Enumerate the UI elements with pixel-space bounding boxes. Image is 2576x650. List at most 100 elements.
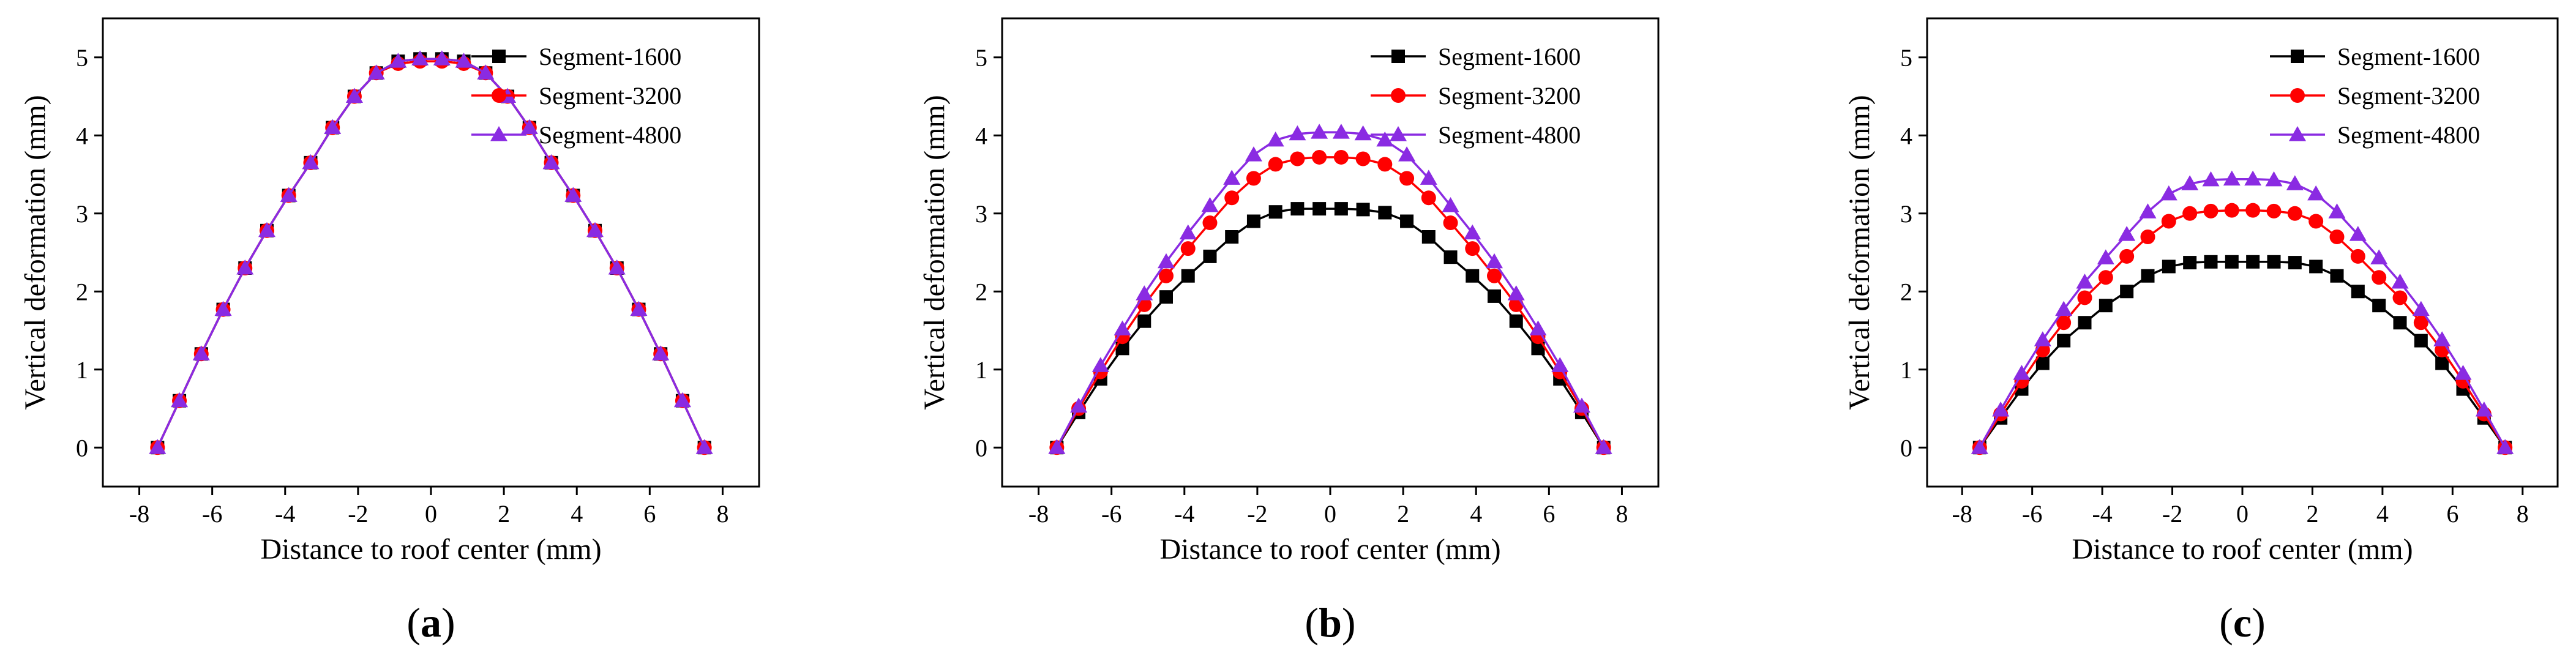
x-tick-label: -6 <box>1101 500 1121 528</box>
data-point-square <box>1290 202 1305 216</box>
y-tick-label: 1 <box>975 356 987 384</box>
data-point-triangle <box>2496 439 2514 454</box>
data-point-triangle <box>542 154 560 170</box>
data-point-triangle <box>2412 301 2430 316</box>
data-point-triangle <box>1442 197 1459 212</box>
legend-marker-circle <box>492 88 506 103</box>
y-tick-label: 0 <box>975 434 987 461</box>
series-line <box>156 58 706 449</box>
data-point-triangle <box>1595 439 1612 454</box>
x-tick-label: 8 <box>2517 500 2529 528</box>
x-tick-label: 8 <box>716 500 728 528</box>
data-point-square <box>1137 314 1151 328</box>
data-point-circle <box>1180 241 1196 256</box>
data-point-triangle <box>1267 131 1284 147</box>
legend-marker-triangle <box>1390 126 1407 141</box>
x-tick-label: -2 <box>1247 500 1267 528</box>
legend-marker-square <box>2291 50 2304 63</box>
data-point-square <box>2309 260 2323 274</box>
y-tick-label: 5 <box>1900 44 1912 72</box>
data-point-triangle <box>1332 124 1350 139</box>
data-point-circle <box>1312 149 1327 165</box>
data-point-circle <box>1268 157 1283 172</box>
x-axis-label: Distance to roof center (mm) <box>2072 533 2413 566</box>
series-line <box>1055 207 1605 449</box>
data-point-triangle <box>2139 203 2157 219</box>
x-tick-label: 6 <box>2446 500 2458 528</box>
data-point-triangle <box>1201 197 1219 212</box>
data-point-square <box>1312 202 1327 216</box>
legend-marker-circle <box>2290 88 2305 103</box>
data-point-triangle <box>236 260 254 275</box>
data-point-triangle <box>520 119 538 134</box>
x-axis-label: Distance to roof center (mm) <box>1159 533 1500 566</box>
data-point-circle <box>1224 190 1240 206</box>
data-point-triangle <box>2055 301 2073 316</box>
x-tick-label: -8 <box>1952 500 1972 528</box>
panel-label-letter: b <box>1319 599 1342 646</box>
data-point-square <box>2330 269 2344 283</box>
data-point-square <box>1225 230 1239 244</box>
x-tick-label: 0 <box>1324 500 1336 528</box>
series-segment-1600 <box>1050 202 1611 455</box>
data-point-triangle <box>2244 170 2262 186</box>
data-point-triangle <box>2328 203 2346 219</box>
data-point-circle <box>1202 215 1218 231</box>
data-point-triangle <box>2265 171 2283 187</box>
series-line <box>1979 177 2506 449</box>
data-point-square <box>1356 203 1370 217</box>
data-point-square <box>2099 299 2113 313</box>
data-point-triangle <box>1245 146 1262 162</box>
data-point-circle <box>2266 203 2282 219</box>
y-tick-label: 3 <box>76 200 88 228</box>
data-point-triangle <box>1486 253 1503 269</box>
panel-label-open: ( <box>1305 599 1319 646</box>
data-point-triangle <box>1179 224 1197 240</box>
x-tick-label: -4 <box>275 500 295 528</box>
data-point-triangle <box>2370 249 2388 264</box>
data-point-circle <box>1421 190 1436 206</box>
data-point-square <box>2057 334 2071 348</box>
data-point-triangle <box>608 260 626 275</box>
y-tick-label: 4 <box>76 122 88 149</box>
data-point-circle <box>1333 149 1349 165</box>
data-point-triangle <box>1464 224 1481 240</box>
data-point-triangle <box>455 53 473 68</box>
data-point-circle <box>2119 248 2135 264</box>
data-point-circle <box>2140 230 2155 244</box>
data-point-square <box>2120 285 2134 299</box>
data-point-triangle <box>1158 253 1175 269</box>
legend-entry: Segment-4800 <box>2337 121 2480 149</box>
data-point-triangle <box>345 88 363 103</box>
series-segment-1600 <box>1972 255 2512 455</box>
series-segment-3200 <box>1049 149 1611 455</box>
data-point-circle <box>2077 290 2092 305</box>
data-point-square <box>2204 255 2218 269</box>
x-tick-label: 8 <box>1616 500 1628 528</box>
x-tick-label: -6 <box>2022 500 2042 528</box>
panel-label-close: ) <box>2252 599 2266 646</box>
data-point-triangle <box>214 301 232 316</box>
data-point-triangle <box>2391 273 2409 289</box>
legend-marker-circle <box>1391 88 1406 103</box>
legend: Segment-1600 Segment-3200 Segment-4800 <box>1371 43 1581 149</box>
data-point-square <box>1378 206 1392 220</box>
data-point-square <box>1246 214 1260 228</box>
x-tick-label: 0 <box>2236 500 2248 528</box>
y-axis-label: Vertical deformation (mm) <box>1843 95 1876 409</box>
data-point-square <box>2078 316 2092 330</box>
data-point-circle <box>2413 315 2428 331</box>
panel-label-open: ( <box>2219 599 2233 646</box>
data-point-triangle <box>1551 357 1569 372</box>
x-tick-label: 2 <box>2306 500 2318 528</box>
data-point-triangle <box>477 64 495 80</box>
series-segment-3200 <box>150 54 712 455</box>
data-point-triangle <box>1136 285 1153 301</box>
data-point-square <box>2183 256 2197 270</box>
series-segment-4800 <box>149 50 713 454</box>
x-tick-label: -8 <box>1028 500 1049 528</box>
y-axis-label: Vertical deformation (mm) <box>918 95 951 409</box>
panel-label-letter: c <box>2233 599 2252 646</box>
panel-label-close: ) <box>441 599 455 646</box>
x-tick-label: -8 <box>129 500 149 528</box>
